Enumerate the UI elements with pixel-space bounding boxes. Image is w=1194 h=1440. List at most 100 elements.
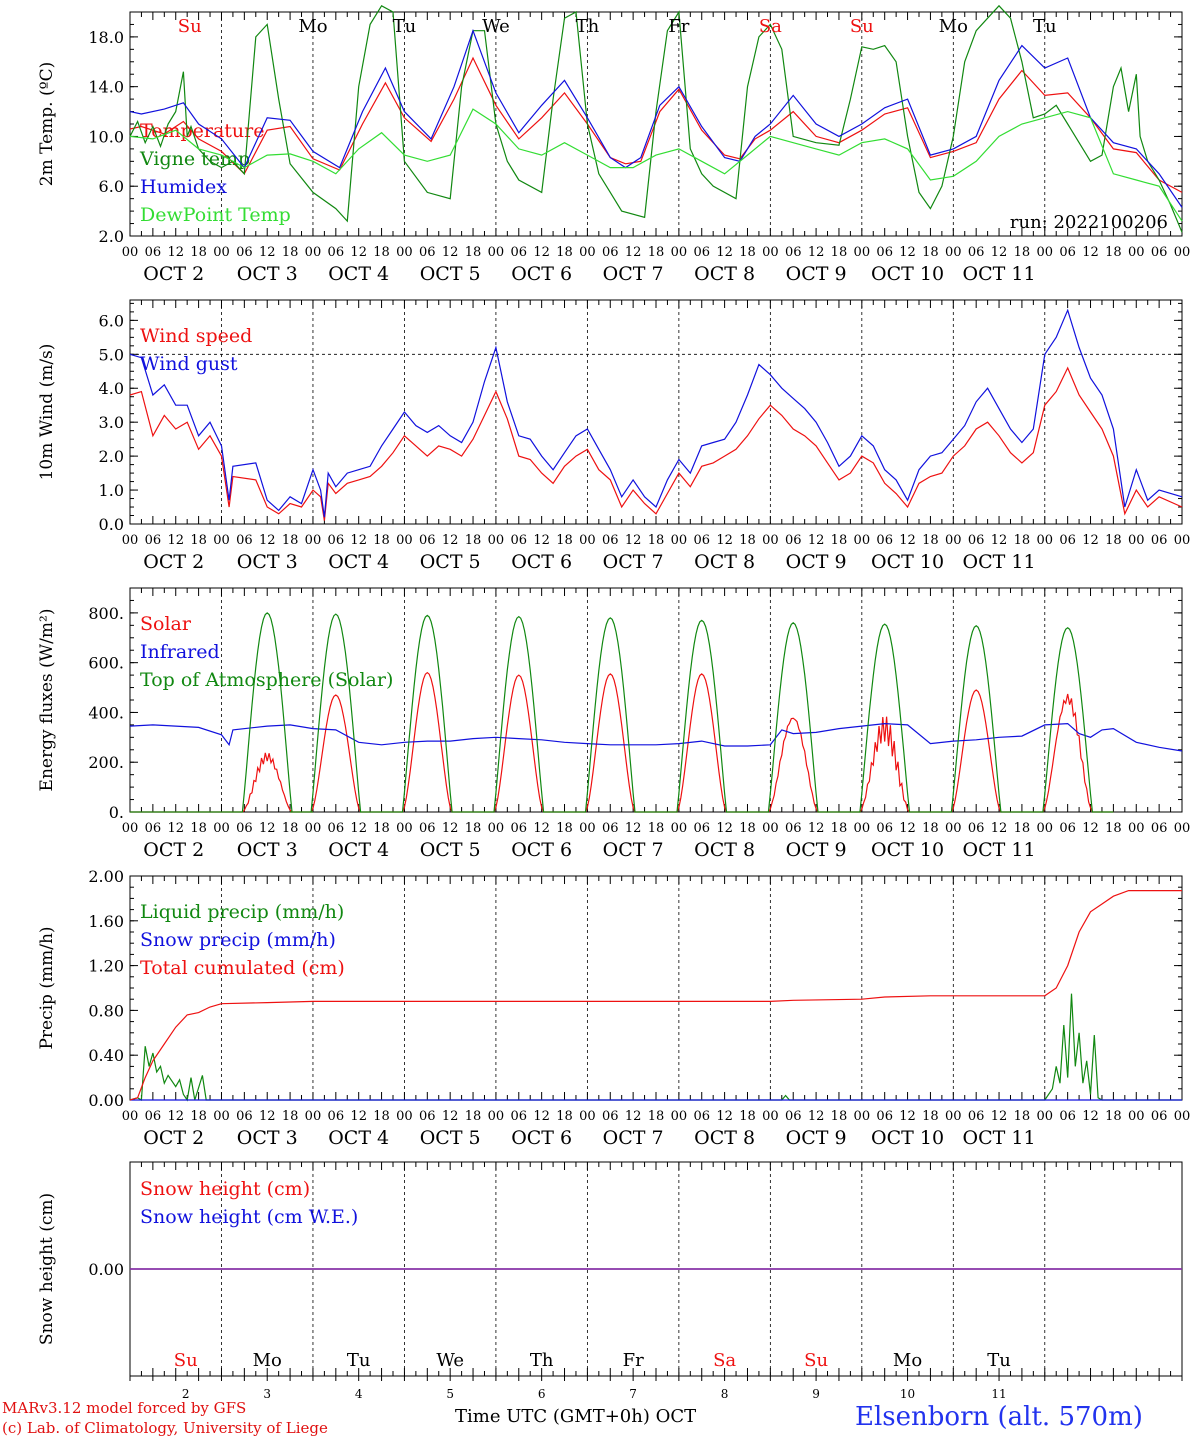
- day-number: 2: [182, 1387, 190, 1401]
- x-tick-label: 18: [465, 821, 482, 836]
- x-tick-label: 06: [236, 821, 253, 836]
- y-tick-label: 1.0: [99, 481, 124, 500]
- x-tick-label: 12: [167, 245, 184, 260]
- day-name: Su: [178, 16, 202, 37]
- x-tick-label: 06: [602, 533, 619, 548]
- series-line: [129, 308, 1183, 518]
- date-label: OCT 5: [420, 839, 481, 861]
- x-tick-label: 18: [465, 245, 482, 260]
- day-name: Sa: [759, 16, 782, 37]
- y-tick-label: 1.20: [88, 957, 124, 976]
- x-tick-label: 06: [419, 1109, 436, 1124]
- day-name: Su: [174, 1350, 198, 1371]
- legend-entry: Top of Atmosphere (Solar): [140, 669, 393, 691]
- y-tick-label: 18.0: [88, 28, 124, 47]
- x-tick-label: 12: [350, 533, 367, 548]
- panel-3: 0. 200. 400. 600. 800. Energy fluxes (W/m²) So…: [37, 587, 1190, 861]
- x-tick-label: 12: [625, 533, 642, 548]
- x-tick-label: 18: [190, 1109, 207, 1124]
- x-tick-label: 06: [419, 533, 436, 548]
- x-tick-label: 18: [282, 533, 299, 548]
- x-tick-label: 12: [991, 1109, 1008, 1124]
- x-tick-label: 06: [328, 245, 345, 260]
- date-label: OCT 9: [786, 1127, 847, 1149]
- x-tick-label: 12: [808, 245, 825, 260]
- y-axis-label: Snow height (cm): [37, 1193, 57, 1345]
- legend-entry: Vigne temp: [139, 148, 250, 170]
- x-tick-label: 00: [762, 1109, 779, 1124]
- x-tick-label: 06: [328, 821, 345, 836]
- x-tick-label: 12: [1082, 245, 1099, 260]
- x-tick-label: 06: [1151, 533, 1168, 548]
- day-name: Sa: [713, 1350, 736, 1371]
- x-tick-label: 12: [350, 245, 367, 260]
- x-tick-label: 06: [693, 245, 710, 260]
- day-number: 10: [900, 1387, 915, 1401]
- x-tick-label: 06: [785, 1109, 802, 1124]
- legend-entry: Snow height (cm): [140, 1178, 310, 1200]
- x-tick-label: 00: [579, 1109, 596, 1124]
- x-tick-label: 00: [1037, 821, 1054, 836]
- day-name: Tu: [1033, 16, 1057, 37]
- x-tick-label: 12: [1082, 821, 1099, 836]
- y-axis-label: 10m Wind (m/s): [37, 344, 57, 481]
- x-tick-label: 06: [328, 1109, 345, 1124]
- x-tick-label: 12: [442, 821, 459, 836]
- x-tick-label: 12: [167, 533, 184, 548]
- x-axis-title: Time UTC (GMT+0h) OCT: [455, 1406, 697, 1427]
- x-tick-label: 06: [693, 1109, 710, 1124]
- date-label: OCT 7: [603, 839, 664, 861]
- x-tick-label: 00: [122, 1109, 139, 1124]
- date-label: OCT 10: [871, 263, 944, 285]
- date-label: OCT 6: [511, 1127, 572, 1149]
- x-tick-label: 00: [854, 821, 871, 836]
- x-tick-label: 18: [465, 1109, 482, 1124]
- x-tick-label: 00: [213, 821, 230, 836]
- x-tick-label: 06: [1151, 1109, 1168, 1124]
- y-tick-label: 400.: [88, 703, 124, 722]
- x-tick-label: 12: [442, 533, 459, 548]
- x-tick-label: 12: [899, 821, 916, 836]
- day-name: Mo: [939, 16, 968, 37]
- x-tick-label: 18: [373, 821, 390, 836]
- day-number: 3: [263, 1387, 271, 1401]
- x-tick-label: 00: [762, 245, 779, 260]
- x-tick-label: 00: [122, 821, 139, 836]
- date-label: OCT 5: [420, 551, 481, 573]
- y-tick-label: 10.0: [88, 127, 124, 146]
- series-line: [129, 108, 1183, 222]
- x-tick-label: 18: [556, 533, 573, 548]
- x-tick-label: 00: [213, 1109, 230, 1124]
- date-label: OCT 7: [603, 263, 664, 285]
- x-tick-label: 18: [648, 1109, 665, 1124]
- date-label: OCT 10: [871, 551, 944, 573]
- y-tick-label: 3.0: [99, 413, 124, 432]
- day-name: We: [482, 16, 510, 37]
- plot-frame: [129, 11, 1183, 237]
- x-tick-label: 06: [968, 1109, 985, 1124]
- legend-entry: Wind speed: [140, 325, 252, 347]
- x-tick-label: 06: [511, 1109, 528, 1124]
- x-tick-label: 06: [145, 1109, 162, 1124]
- x-tick-label: 18: [1105, 1109, 1122, 1124]
- y-tick-label: 4.0: [99, 379, 124, 398]
- plot-frame: [129, 299, 1183, 525]
- x-tick-label: 06: [602, 1109, 619, 1124]
- series-line: [129, 28, 1183, 208]
- x-tick-label: 18: [282, 245, 299, 260]
- day-name: Tu: [393, 16, 417, 37]
- day-number: 11: [991, 1387, 1006, 1401]
- x-tick-label: 06: [328, 533, 345, 548]
- x-tick-label: 00: [305, 533, 322, 548]
- day-name: Su: [804, 1350, 828, 1371]
- x-tick-label: 06: [602, 821, 619, 836]
- x-tick-label: 00: [1128, 245, 1145, 260]
- x-tick-label: 12: [1082, 1109, 1099, 1124]
- legend-entry: Total cumulated (cm): [140, 957, 345, 979]
- x-tick-label: 18: [556, 245, 573, 260]
- x-tick-label: 18: [739, 533, 756, 548]
- date-label: OCT 11: [963, 1127, 1036, 1149]
- date-label: OCT 10: [871, 1127, 944, 1149]
- legend-entry: DewPoint Temp: [140, 204, 291, 226]
- day-number: 7: [629, 1387, 637, 1401]
